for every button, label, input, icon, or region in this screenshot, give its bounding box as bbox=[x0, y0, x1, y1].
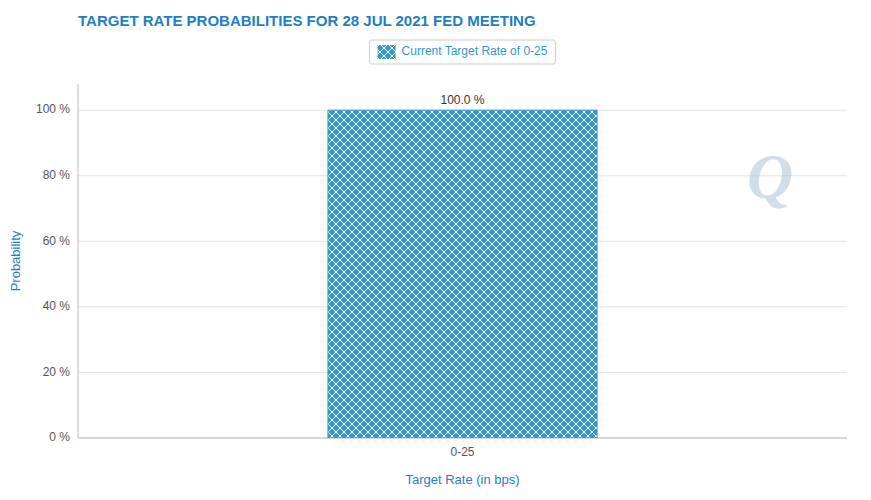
bars bbox=[328, 110, 597, 438]
chart: TARGET RATE PROBABILITIES FOR 28 JUL 202… bbox=[0, 0, 871, 500]
y-tick-label: 80 % bbox=[43, 168, 71, 182]
legend: Current Target Rate of 0-25 bbox=[370, 40, 556, 64]
legend-swatch bbox=[378, 45, 396, 59]
y-tick-label: 0 % bbox=[49, 430, 70, 444]
title: TARGET RATE PROBABILITIES FOR 28 JUL 202… bbox=[78, 12, 536, 29]
y-axis-line bbox=[78, 84, 79, 438]
watermark: Q bbox=[747, 141, 793, 212]
legend-label: Current Target Rate of 0-25 bbox=[402, 44, 548, 58]
x-axis-label: Target Rate (in bps) bbox=[405, 472, 519, 487]
y-tick-label: 20 % bbox=[43, 365, 71, 379]
grid bbox=[78, 110, 847, 438]
y-tick-label: 40 % bbox=[43, 299, 71, 313]
data-label: 100.0 % bbox=[440, 93, 484, 107]
y-tick-label: 100 % bbox=[36, 102, 70, 116]
y-tick-label: 60 % bbox=[43, 234, 71, 248]
y-axis-label: Probability bbox=[8, 230, 23, 291]
bar bbox=[328, 110, 597, 438]
x-tick-label: 0-25 bbox=[450, 445, 474, 459]
legend-frame bbox=[370, 40, 556, 64]
